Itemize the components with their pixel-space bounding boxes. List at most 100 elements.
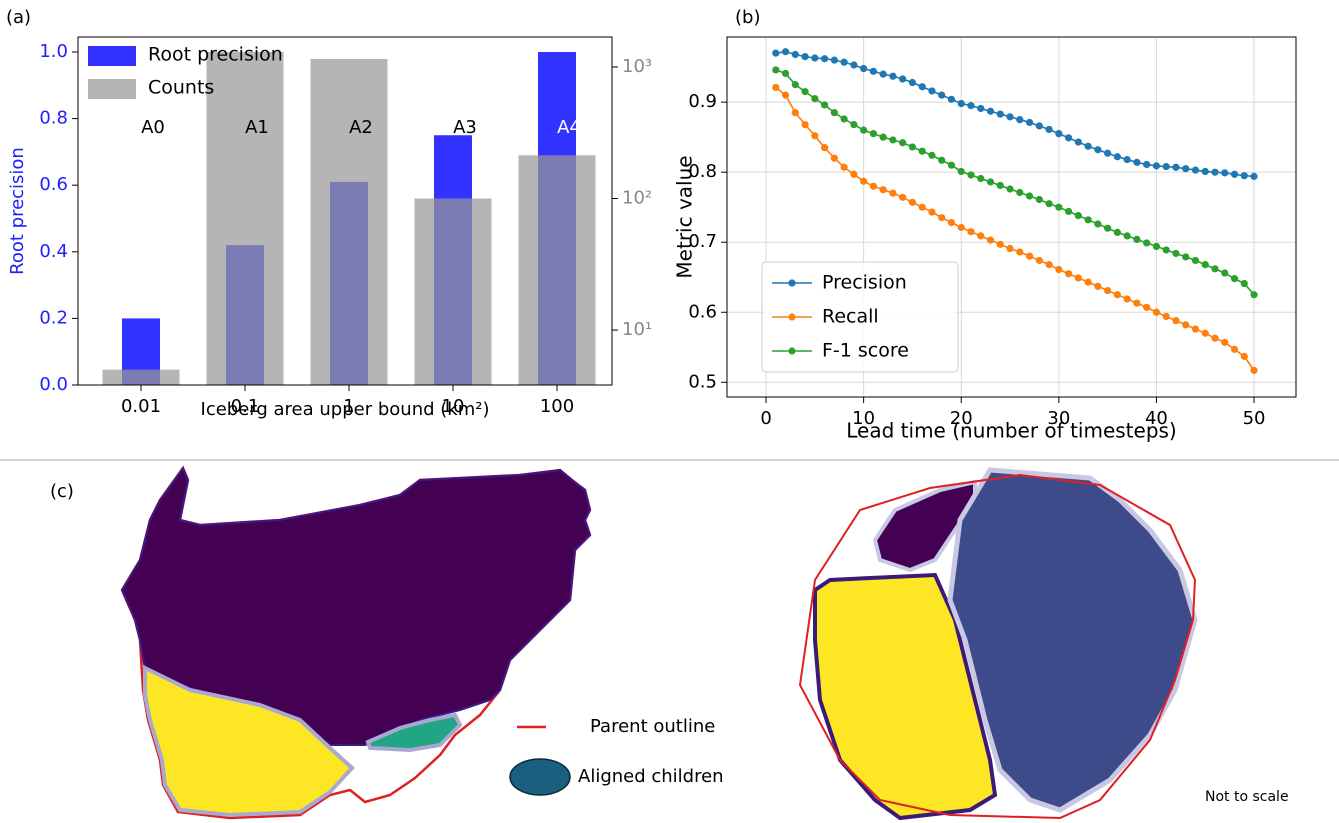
annotation: A3 [453, 117, 477, 138]
point [957, 167, 965, 176]
y-tick-label: 0.2 [39, 307, 68, 328]
point [811, 132, 819, 140]
bar [518, 155, 596, 385]
point [1006, 244, 1014, 253]
point [938, 214, 946, 222]
point [860, 64, 868, 73]
point [820, 101, 829, 109]
point [820, 55, 829, 63]
point [1064, 270, 1073, 278]
legend-label: Root precision [148, 44, 283, 66]
point [1016, 248, 1024, 256]
parent-outline [798, 473, 1197, 820]
point [1045, 125, 1053, 134]
point [1230, 345, 1239, 353]
legend-label: Counts [148, 77, 214, 99]
point [830, 154, 838, 162]
point [908, 143, 917, 151]
point [1182, 165, 1190, 173]
point [947, 95, 956, 103]
point [830, 109, 838, 117]
point [1133, 158, 1141, 166]
point [1113, 228, 1121, 237]
point [791, 50, 799, 59]
point [1055, 203, 1063, 211]
point [1240, 279, 1248, 288]
point [1172, 249, 1180, 258]
point [908, 198, 917, 206]
point [801, 120, 809, 129]
point [918, 147, 926, 155]
point [928, 151, 936, 159]
point [899, 75, 907, 83]
point [889, 136, 897, 144]
point [1035, 256, 1043, 265]
point [1123, 295, 1131, 303]
point [879, 133, 887, 141]
y-tick-label: 0.6 [688, 301, 717, 322]
point [1064, 207, 1073, 215]
x-tick-label: 50 [1243, 408, 1266, 429]
child-region [365, 712, 463, 753]
point [772, 83, 780, 92]
child-region [813, 572, 998, 821]
x-tick-label: 30 [1047, 408, 1070, 429]
y-tick-label: 0.5 [688, 371, 717, 392]
legend-label: Precision [822, 272, 907, 294]
x-tick-label: 1 [343, 396, 354, 417]
point [1006, 113, 1014, 121]
legend-label: Recall [822, 306, 879, 328]
point [967, 171, 975, 179]
point [1152, 162, 1161, 170]
y-tick-label: 0.6 [39, 174, 68, 195]
point [889, 189, 897, 197]
point [947, 219, 956, 227]
point [977, 104, 985, 113]
y2-tick-label: 10³ [622, 56, 652, 77]
point [1191, 166, 1200, 174]
point [1162, 162, 1170, 171]
y2-tick-label: 10² [622, 188, 652, 209]
point [938, 91, 946, 99]
point [1025, 118, 1034, 127]
panel-label: (c) [50, 481, 74, 502]
point [996, 240, 1004, 248]
point [1191, 325, 1200, 333]
y-axis-label: Root precision [7, 147, 28, 275]
point [1084, 278, 1092, 286]
x-tick-label: 20 [950, 408, 973, 429]
point [1055, 130, 1063, 138]
legend-marker [788, 313, 796, 321]
annotation: A1 [245, 117, 269, 138]
x-tick-label: 40 [1145, 408, 1168, 429]
plot-frame [77, 36, 613, 386]
point [1143, 160, 1151, 169]
point [918, 83, 926, 91]
point [996, 181, 1004, 190]
diagram-left [120, 465, 592, 820]
point [1182, 253, 1190, 261]
x-axis-label: Iceberg area upper bound (km²) [201, 399, 490, 420]
panel-label: (b) [735, 7, 760, 28]
point [820, 144, 829, 152]
point [1025, 192, 1034, 200]
point [1074, 138, 1082, 146]
point [781, 91, 790, 99]
legend-marker [788, 279, 796, 287]
point [1016, 188, 1024, 197]
point [1123, 155, 1131, 164]
x-tick-label: 100 [540, 396, 574, 417]
point [977, 174, 985, 183]
point [1113, 291, 1121, 299]
point [1162, 246, 1170, 254]
point [967, 102, 975, 110]
y-tick-label: 0.9 [688, 91, 717, 112]
point [840, 58, 848, 66]
point [1074, 211, 1082, 220]
point [1240, 352, 1248, 360]
point [1045, 200, 1053, 208]
point [869, 67, 877, 75]
note: Not to scale [1205, 789, 1289, 805]
point [1230, 275, 1239, 283]
